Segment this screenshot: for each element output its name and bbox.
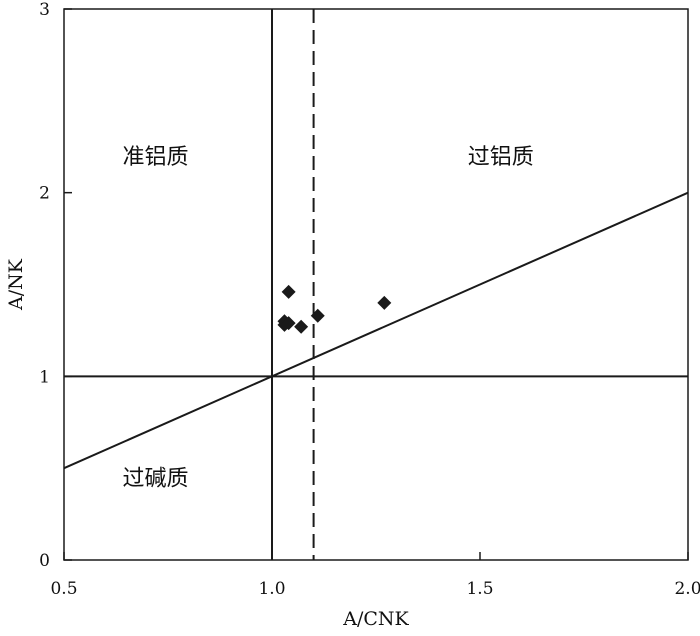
data-point xyxy=(310,308,325,323)
data-point xyxy=(377,295,392,310)
y-axis-label: A/NK xyxy=(5,258,27,311)
data-point xyxy=(281,284,296,299)
region-label: 过铝质 xyxy=(468,145,534,170)
x-tick-label: 1.5 xyxy=(466,579,493,599)
region-label: 过碱质 xyxy=(123,466,189,491)
x-tick-label: 2.0 xyxy=(674,579,700,599)
y-tick-label: 1 xyxy=(39,367,50,387)
x-axis-label: A/CNK xyxy=(342,608,409,630)
data-point xyxy=(294,319,309,334)
plot-frame xyxy=(63,8,689,561)
data-markers xyxy=(277,284,392,334)
y-tick-label: 2 xyxy=(39,184,50,204)
y-tick-label: 0 xyxy=(39,551,50,571)
boundary-line xyxy=(63,191,689,470)
region-label: 准铝质 xyxy=(123,145,189,170)
x-tick-label: 0.5 xyxy=(50,579,77,599)
reference-lines xyxy=(63,9,689,560)
y-tick-label: 3 xyxy=(39,0,50,20)
axis-ticks: 0.5 1.0 1.5 2.0 0 1 2 3 xyxy=(39,0,700,599)
x-tick-label: 1.0 xyxy=(258,579,285,599)
data-point xyxy=(281,316,296,331)
